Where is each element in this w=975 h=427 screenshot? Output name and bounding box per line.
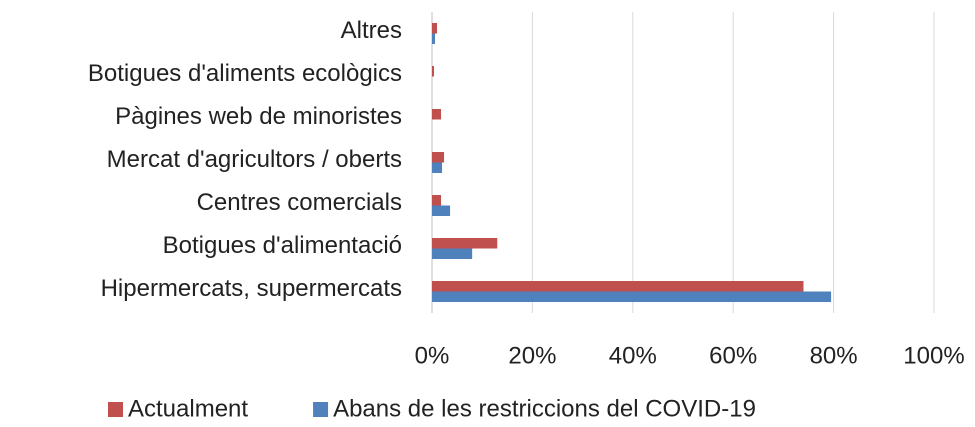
bar: [432, 109, 442, 120]
y-tick-label: Hipermercats, supermercats: [101, 275, 402, 302]
x-tick-label: 0%: [415, 342, 450, 369]
bar: [432, 162, 443, 173]
x-tick-label: 80%: [810, 342, 858, 369]
legend-label: Actualment: [128, 395, 248, 422]
y-tick-label: Botigues d'alimentació: [163, 232, 402, 259]
bar: [432, 248, 473, 259]
bar: [432, 152, 445, 163]
bar: [432, 281, 804, 292]
x-tick-label: 100%: [903, 342, 964, 369]
y-tick-label: Altres: [341, 17, 402, 44]
y-tick-label: Botigues d'aliments ecològics: [88, 60, 402, 87]
bar: [432, 195, 442, 206]
bar: [432, 33, 436, 44]
bar: [432, 23, 438, 34]
y-tick-label: Centres comercials: [197, 189, 402, 216]
y-tick-label: Mercat d'agricultors / oberts: [107, 146, 402, 173]
legend-swatch: [108, 402, 123, 417]
legend-label: Abans de les restriccions del COVID-19: [333, 395, 756, 422]
bar: [432, 291, 832, 302]
bar: [432, 66, 435, 77]
x-tick-label: 20%: [508, 342, 556, 369]
bar: [432, 205, 451, 216]
x-tick-label: 60%: [709, 342, 757, 369]
bar: [432, 238, 498, 249]
y-tick-label: Pàgines web de minoristes: [115, 103, 402, 130]
legend-swatch: [313, 402, 329, 417]
x-tick-label: 40%: [609, 342, 657, 369]
